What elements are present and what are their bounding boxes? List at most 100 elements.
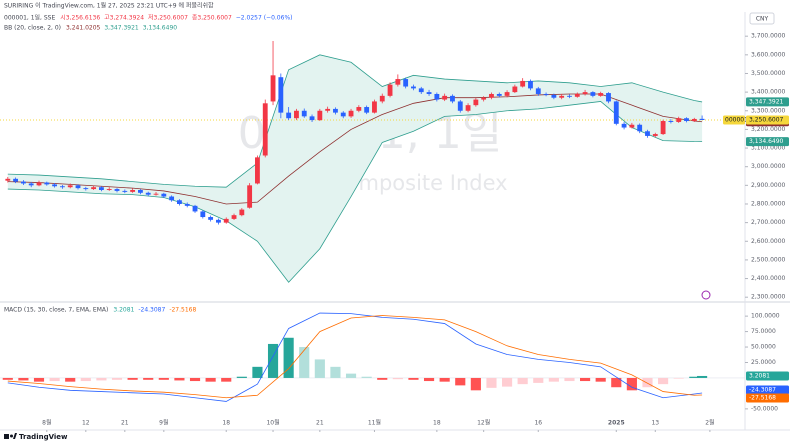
x-tick-label: 9월	[159, 419, 168, 427]
histogram-bar	[642, 377, 653, 388]
candle-body	[75, 185, 81, 189]
histogram-bar	[252, 366, 263, 378]
candle-body	[184, 203, 190, 206]
candle-body	[567, 95, 572, 97]
candle-body	[450, 95, 455, 102]
candle-body	[395, 79, 401, 85]
y-tick-label: -50.0000	[751, 405, 778, 412]
histogram-bar	[595, 377, 606, 382]
y-tick-label: 3,300.0000	[751, 107, 786, 114]
candle-body	[348, 110, 354, 117]
legend-value: 고3,274.3924	[104, 15, 144, 22]
histogram-bar	[205, 377, 216, 382]
symbol-legend: 000001, 1일, SSE	[4, 14, 55, 22]
histogram-bar	[548, 377, 559, 382]
x-tick-label: 16	[534, 420, 542, 427]
candle-body	[496, 93, 502, 96]
currency-box[interactable]	[749, 12, 775, 25]
histogram-bar	[689, 376, 700, 378]
candle-body	[5, 178, 11, 181]
price-badge	[746, 115, 789, 125]
y-tick-label: 2,600.0000	[751, 238, 786, 245]
candle-body	[660, 121, 666, 135]
candle-body	[418, 88, 424, 93]
histogram-bar	[127, 377, 138, 380]
candle-body	[317, 110, 323, 121]
event-marker[interactable]	[701, 290, 711, 300]
histogram-bar	[143, 377, 154, 380]
macd-badge-label: -27.5168	[749, 394, 776, 401]
candle-body	[473, 99, 479, 106]
candle-body	[67, 185, 73, 188]
macd-line	[7, 315, 703, 399]
candle-body	[333, 108, 338, 113]
histogram-bar	[486, 377, 497, 388]
candle-body	[457, 101, 463, 111]
candle-body	[699, 118, 705, 120]
candle-body	[239, 209, 245, 216]
bb-badge	[746, 137, 789, 147]
y-tick-label: 2,700.0000	[751, 219, 786, 226]
candle-body	[216, 219, 221, 223]
candle-body	[223, 218, 229, 223]
y-tick-label: 3,000.0000	[751, 163, 786, 170]
macd-legend: MACD (15, 30, close, 7, EMA, EMA)	[4, 307, 108, 314]
candle-body	[200, 211, 206, 218]
histogram-bar	[470, 377, 481, 391]
candle-body	[372, 101, 377, 113]
histogram-bar	[18, 377, 29, 381]
candle-body	[309, 116, 315, 121]
candle-body	[598, 93, 604, 96]
histogram-bar	[33, 377, 45, 382]
candle-body	[691, 118, 697, 122]
candle-body	[434, 93, 440, 100]
histogram-bar	[314, 359, 325, 378]
legend-value: -24.3087	[138, 307, 165, 314]
histogram-bar	[392, 377, 403, 380]
candle-body	[551, 94, 557, 98]
candle-body	[582, 92, 588, 94]
macd-badge	[746, 371, 789, 381]
x-tick-label: 2월	[705, 419, 714, 427]
candle-body	[676, 118, 682, 122]
y-tick-label: 3,700.0000	[751, 33, 786, 40]
histogram-bar	[673, 377, 684, 379]
bb-badge	[746, 97, 789, 107]
x-tick-label: 13	[651, 420, 659, 427]
candle-body	[465, 105, 471, 111]
macd-badge-label: -24.3087	[749, 386, 776, 393]
histogram-bar	[697, 375, 708, 378]
symbol-badge-label: 000001	[725, 116, 748, 123]
candle-body	[130, 190, 136, 192]
histogram-bar	[330, 366, 341, 378]
candle-body	[20, 181, 26, 184]
candle-body	[645, 131, 650, 136]
candle-body	[278, 77, 284, 113]
x-tick-label: 12월	[477, 419, 490, 427]
histogram-bar	[501, 377, 513, 387]
candle-body	[528, 80, 533, 89]
histogram-bar	[189, 377, 201, 382]
currency[interactable]: CNY	[756, 16, 769, 23]
publisher-header: SURIRING 이 TradingView.com, 1월 27, 2025 …	[4, 2, 214, 10]
candle-body	[442, 95, 448, 100]
histogram-bar	[658, 377, 669, 385]
legend-value: 종3,250.6007	[192, 15, 232, 22]
candle-body	[13, 178, 19, 182]
symbol-badge	[723, 115, 745, 125]
bb-legend: BB (20, close, 2, 0)	[4, 25, 61, 32]
x-tick-label: 11월	[368, 419, 381, 427]
y-tick-label: 3,600.0000	[751, 51, 786, 58]
legend-value: 3,347.3921	[104, 25, 139, 32]
candle-body	[255, 157, 260, 184]
histogram-bar	[533, 377, 544, 383]
candle-body	[504, 92, 510, 96]
candle-body	[114, 189, 120, 191]
macd-line	[7, 312, 703, 402]
bb-fill	[7, 54, 703, 283]
legend-value: -27.5168	[169, 307, 196, 314]
candle-body	[52, 184, 58, 187]
candle-body	[613, 101, 619, 124]
histogram-bar	[455, 377, 466, 386]
